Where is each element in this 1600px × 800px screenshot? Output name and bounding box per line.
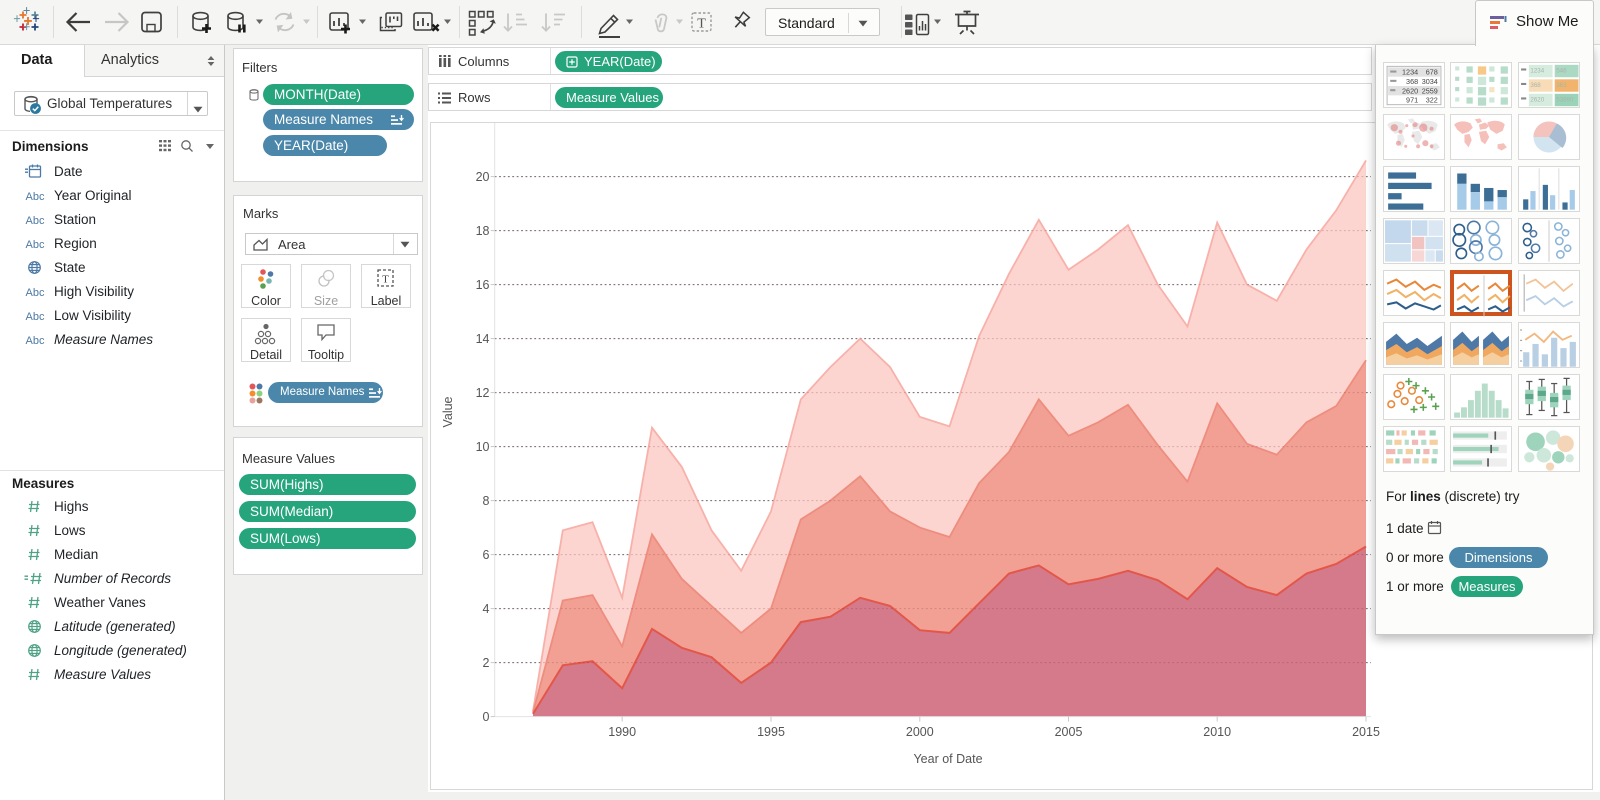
svg-text:Abc: Abc — [26, 311, 45, 323]
svg-text:10: 10 — [476, 440, 490, 454]
svg-text:2015: 2015 — [1352, 725, 1380, 739]
svg-text:Abc: Abc — [26, 215, 45, 227]
svg-text:363: 363 — [1556, 82, 1567, 89]
svg-text:8: 8 — [483, 494, 490, 508]
svg-text:Abc: Abc — [26, 239, 45, 251]
svg-text:16: 16 — [476, 278, 490, 292]
svg-text:546: 546 — [1556, 68, 1567, 75]
svg-text:2620: 2620 — [1530, 97, 1544, 104]
svg-text:20: 20 — [476, 170, 490, 184]
svg-text:971: 971 — [1406, 96, 1418, 105]
svg-text:6: 6 — [483, 548, 490, 562]
svg-text:T: T — [382, 274, 389, 286]
svg-text:53890: 53890 — [1556, 97, 1574, 104]
svg-text:12: 12 — [476, 386, 490, 400]
svg-text:1234: 1234 — [1402, 68, 1418, 77]
svg-text:2005: 2005 — [1055, 725, 1083, 739]
svg-text:18: 18 — [476, 224, 490, 238]
svg-text:0: 0 — [483, 710, 490, 724]
svg-text:3034: 3034 — [1422, 77, 1438, 86]
svg-text:1234: 1234 — [1530, 68, 1544, 75]
svg-text:Abc: Abc — [26, 191, 45, 203]
svg-text:368: 368 — [1406, 77, 1418, 86]
svg-text:2559: 2559 — [1422, 86, 1438, 95]
svg-text:2010: 2010 — [1203, 725, 1231, 739]
svg-text:Abc: Abc — [26, 335, 45, 347]
svg-text:2: 2 — [483, 656, 490, 670]
svg-text:322: 322 — [1426, 96, 1438, 105]
svg-text:368: 368 — [1530, 82, 1541, 89]
svg-text:1990: 1990 — [608, 725, 636, 739]
svg-text:2000: 2000 — [906, 725, 934, 739]
svg-text:Abc: Abc — [26, 287, 45, 299]
svg-text:678: 678 — [1426, 68, 1438, 77]
svg-text:14: 14 — [476, 332, 490, 346]
svg-text:Year of Date: Year of Date — [913, 752, 982, 766]
svg-text:2620: 2620 — [1402, 86, 1418, 95]
svg-text:4: 4 — [483, 602, 490, 616]
svg-text:T: T — [697, 17, 706, 32]
svg-text:1995: 1995 — [757, 725, 785, 739]
svg-text:Value: Value — [441, 396, 455, 427]
